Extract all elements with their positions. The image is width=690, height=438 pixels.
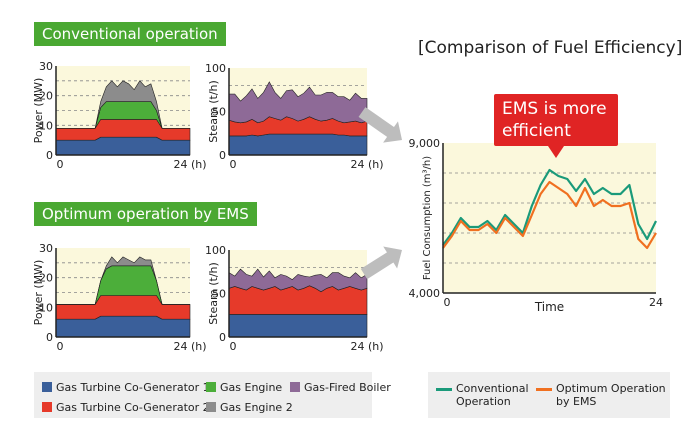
line-legend (428, 372, 670, 418)
fuel-xtick-label: 0 (444, 296, 451, 309)
opt-steam-ytick-label: 0 (219, 331, 226, 344)
opt-power-ytick-label: 30 (39, 242, 53, 255)
conv-power-ylabel: Power (MW) (32, 78, 45, 144)
opt-power-xtick-label: 24 (h) (173, 340, 206, 353)
opt-steam-xtick-label: 24 (h) (350, 340, 383, 353)
legend-item-optimum: Optimum Operation by EMS (536, 382, 676, 408)
conv-power-ytick-label: 0 (46, 149, 53, 162)
flow-arrow-1 (358, 107, 402, 143)
opt-power-ytick-label: 10 (39, 301, 53, 314)
area-legend (34, 372, 372, 418)
conv-steam-ytick-label: 50 (212, 106, 226, 119)
legend-item-boiler: Gas-Fired Boiler (290, 381, 391, 394)
legend-item-engine2: Gas Engine 2 (206, 401, 293, 414)
conv-steam-ylabel: Steam (t/h) (207, 80, 220, 143)
conv-power-ytick-label: 10 (39, 119, 53, 132)
opt-steam-area-boiler (228, 268, 368, 293)
opt-power-area-engine2 (56, 256, 190, 305)
legend-label-optimum: Optimum Operation by EMS (556, 382, 666, 408)
conv-steam-xtick-label: 24 (h) (350, 158, 383, 171)
header-optimum-operation: Optimum operation by EMS (34, 202, 257, 226)
legend-item-gt2: Gas Turbine Co-Generator 2 (42, 401, 210, 414)
fuel-xtick-label: 24 (649, 296, 663, 309)
callout-line-2: efficient (502, 121, 571, 141)
legend-label-engine2: Gas Engine 2 (220, 401, 293, 414)
conv-power-ytick-label: 30 (39, 60, 53, 73)
flow-arrow-shape (360, 246, 402, 280)
legend-line-optimum (536, 388, 552, 391)
legend-label-boiler: Gas-Fired Boiler (304, 381, 391, 394)
conv-power-xtick-label: 24 (h) (173, 158, 206, 171)
legend-swatch-boiler (290, 382, 300, 392)
legend-label-engine: Gas Engine (220, 381, 283, 394)
conv-steam-ytick-label: 100 (205, 62, 226, 75)
conv-power-area-engine2 (56, 80, 190, 129)
ems-callout: EMS is more efficient (494, 94, 618, 158)
opt-steam-ytick-label: 100 (205, 244, 226, 257)
fuel-xlabel: Time (534, 300, 564, 314)
fuel-ytick-label: 9,000 (409, 137, 441, 150)
legend-line-conventional (436, 388, 452, 391)
fuel-plot-area (443, 143, 656, 293)
opt-steam-xtick-label: 0 (230, 340, 237, 353)
flow-arrow-2 (360, 246, 402, 280)
legend-swatch-engine2 (206, 402, 216, 412)
callout-line-1: EMS is more (502, 99, 607, 119)
conv-steam-area-gt1 (228, 133, 368, 156)
legend-label-gt1: Gas Turbine Co-Generator 1 (56, 381, 210, 394)
opt-power-ytick-label: 20 (39, 272, 53, 285)
conv-steam-ytick-label: 0 (219, 149, 226, 162)
header-conventional-operation: Conventional operation (34, 22, 226, 46)
fuel-line-optimum (442, 180, 657, 250)
legend-item-conventional: Conventional Operation (436, 382, 536, 408)
conv-power-xtick-label: 0 (57, 158, 64, 171)
flow-arrow-shape (358, 107, 402, 143)
opt-steam-area-gt1 (228, 314, 368, 338)
legend-label-gt2: Gas Turbine Co-Generator 2 (56, 401, 210, 414)
fuel-line-conventional (442, 168, 657, 246)
opt-power-ytick-label: 0 (46, 331, 53, 344)
legend-swatch-gt1 (42, 382, 52, 392)
opt-power-xtick-label: 0 (57, 340, 64, 353)
fuel-ytick-label: 4,000 (409, 287, 441, 300)
legend-swatch-gt2 (42, 402, 52, 412)
legend-item-engine: Gas Engine (206, 381, 282, 394)
opt-power-ylabel: Power (MW) (32, 260, 45, 326)
conv-power-ytick-label: 20 (39, 90, 53, 103)
comparison-title: [Comparison of Fuel Efficiency] (418, 38, 683, 58)
legend-item-gt1: Gas Turbine Co-Generator 1 (42, 381, 210, 394)
legend-label-conventional: Conventional Operation (456, 382, 529, 408)
opt-steam-ytick-label: 50 (212, 288, 226, 301)
conv-steam-xtick-label: 0 (230, 158, 237, 171)
fuel-ylabel: Fuel Consumption (m³/h) (422, 156, 433, 280)
legend-swatch-engine (206, 382, 216, 392)
opt-steam-ylabel: Steam (t/h) (207, 262, 220, 325)
